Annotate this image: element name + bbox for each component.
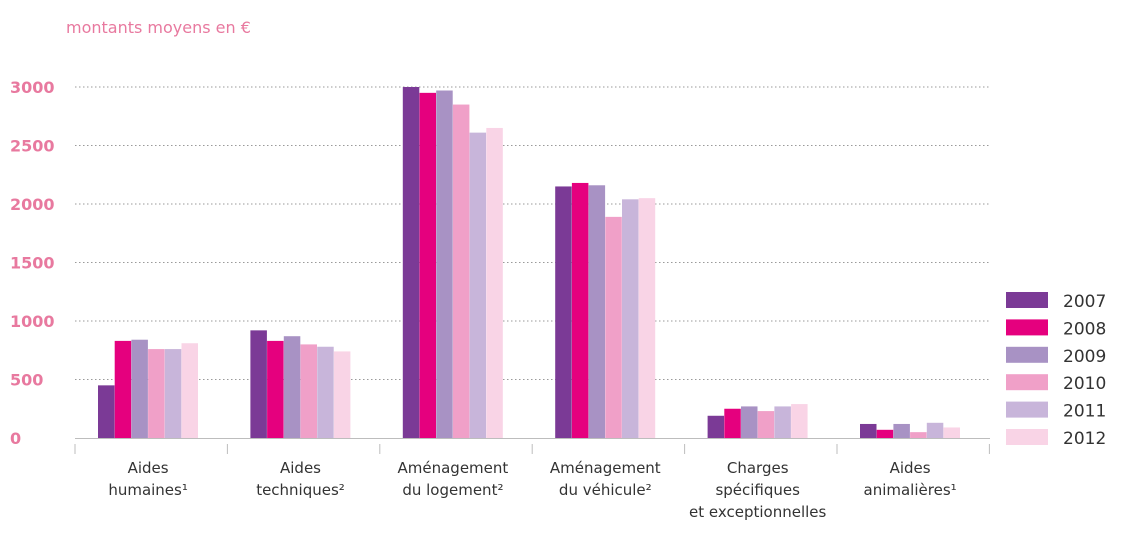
bar-2012-cat5 [791, 404, 808, 438]
bar-2011-cat5 [774, 406, 791, 438]
bar-2009-cat2 [283, 336, 301, 438]
bar-2010-cat3 [452, 104, 470, 439]
x-tick-label: du véhicule² [559, 481, 652, 499]
bar-2010-cat6 [910, 432, 927, 438]
bar-2008-cat5 [724, 408, 741, 438]
bar-2010-cat2 [300, 344, 317, 438]
bar-2007-cat1 [98, 385, 115, 438]
x-tick-label: Aménagement [398, 459, 509, 477]
y-tick-label: 1000 [10, 312, 55, 331]
y-tick-label: 2500 [10, 137, 55, 156]
legend-label-2008: 2008 [1063, 319, 1106, 339]
legend-swatch-2010 [1006, 374, 1048, 391]
bar-2011-cat4 [622, 199, 639, 438]
y-axis-label: montants moyens en € [66, 18, 251, 37]
x-tick-label: Aménagement [550, 459, 661, 477]
legend-swatch-2012 [1006, 429, 1048, 445]
x-tick-label: techniques² [256, 481, 345, 499]
bar-2007-cat6 [860, 423, 877, 438]
bar-2011-cat6 [926, 422, 944, 438]
legend-swatch-2007 [1006, 292, 1048, 308]
bar-2012-cat1 [181, 343, 198, 438]
x-tick-label: spécifiques [715, 481, 800, 499]
y-tick-label: 1500 [10, 254, 55, 273]
bar-2009-cat5 [741, 406, 758, 438]
bar-2011-cat2 [317, 346, 334, 438]
legend-swatch-2008 [1006, 319, 1048, 336]
x-tick-label: et exceptionnelles [689, 503, 826, 521]
x-tick-label: Aides [280, 459, 321, 477]
bar-2011-cat1 [164, 349, 182, 438]
bar-2010-cat4 [605, 216, 622, 438]
y-tick-label: 3000 [10, 78, 55, 97]
x-tick-label: humaines¹ [108, 481, 188, 499]
bar-2010-cat5 [757, 411, 775, 438]
bar-2011-cat3 [469, 132, 487, 438]
bar-2009-cat3 [436, 90, 453, 438]
bar-2009-cat1 [131, 339, 148, 438]
bar-2012-cat6 [943, 427, 960, 438]
x-tick-label: du logement² [402, 481, 503, 499]
bar-2007-cat2 [250, 330, 267, 438]
y-axis-ticks: 0500100015002000250030004000 [10, 78, 55, 448]
y-tick-label: 2000 [10, 195, 55, 214]
bars [98, 87, 960, 439]
x-tick-label: Charges [727, 459, 789, 477]
legend: 2007 2008 2009 2010 2011 2012 [1006, 292, 1106, 449]
legend-swatch-2011 [1006, 401, 1048, 418]
x-axis [74, 438, 990, 454]
bar-2009-cat4 [588, 185, 606, 438]
bar-2008-cat1 [114, 340, 132, 438]
bar-2012-cat2 [333, 351, 351, 438]
x-tick-label: Aides [128, 459, 169, 477]
bar-2008-cat6 [876, 429, 894, 438]
legend-label-2011: 2011 [1063, 402, 1106, 422]
bar-2009-cat6 [893, 423, 910, 438]
bar-2007-cat5 [707, 415, 725, 438]
bar-2007-cat3 [402, 87, 420, 438]
bar-2010-cat1 [148, 349, 165, 438]
bar-2008-cat2 [267, 340, 284, 438]
bar-2008-cat3 [419, 92, 436, 438]
x-tick-label: animalières¹ [864, 481, 957, 499]
legend-label-2012: 2012 [1063, 429, 1106, 449]
legend-label-2007: 2007 [1063, 292, 1106, 312]
bar-2007-cat4 [555, 186, 572, 438]
bar-2012-cat4 [638, 198, 656, 438]
x-tick-label: Aides [890, 459, 931, 477]
gridlines [75, 86, 990, 380]
legend-label-2009: 2009 [1063, 347, 1106, 367]
legend-swatch-2009 [1006, 346, 1048, 363]
bar-2012-cat3 [486, 127, 503, 438]
y-tick-label: 0 [10, 429, 21, 448]
x-axis-ticks: Aides humaines¹ Aides techniques² Aménagemen… [108, 459, 956, 521]
legend-label-2010: 2010 [1063, 374, 1106, 394]
y-tick-label: 500 [10, 371, 43, 390]
bar-2008-cat4 [571, 182, 589, 438]
